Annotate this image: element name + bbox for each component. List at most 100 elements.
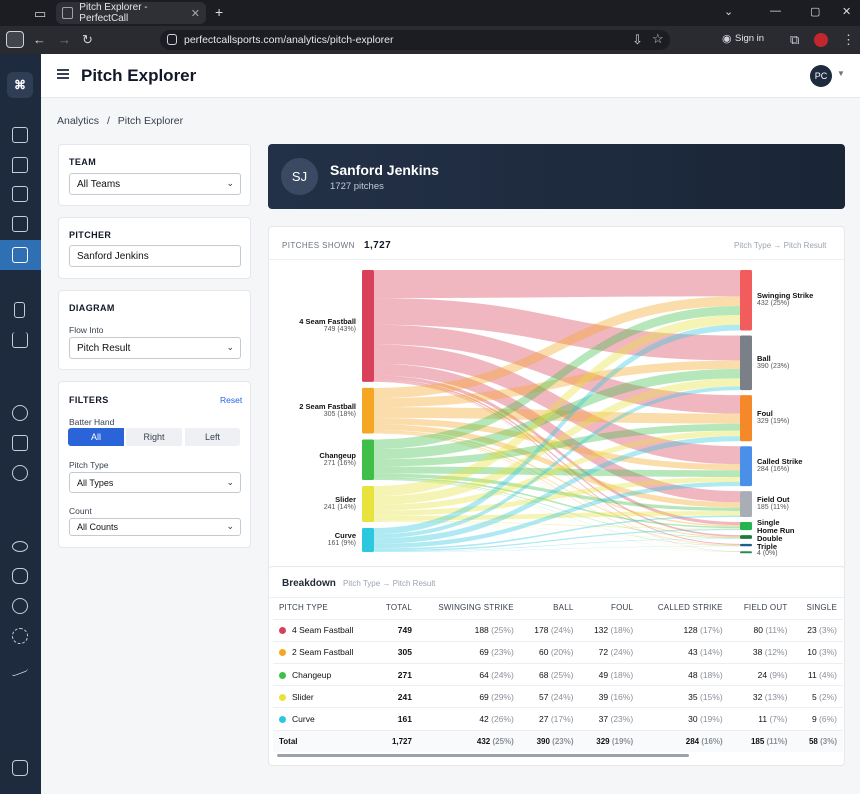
extensions-icon[interactable]: ⧉: [790, 32, 800, 47]
dashboard-icon[interactable]: [12, 127, 28, 143]
hand-all-button[interactable]: All: [68, 428, 124, 446]
sankey-link[interactable]: [374, 417, 740, 471]
sankey-link[interactable]: [374, 528, 740, 552]
sankey-link[interactable]: [374, 430, 740, 511]
column-header[interactable]: FIELD OUT: [743, 603, 788, 613]
forward-icon[interactable]: →: [58, 32, 71, 47]
sidebar-toggle-icon[interactable]: [6, 31, 24, 48]
url-bar[interactable]: perfectcallsports.com/analytics/pitch-ex…: [160, 30, 670, 50]
column-header[interactable]: CALLED STRIKE: [657, 603, 723, 613]
sankey-source-node[interactable]: [362, 527, 374, 552]
extension-badge-icon[interactable]: [814, 33, 828, 47]
sankey-source-node[interactable]: [362, 387, 374, 434]
brand-footer-icon[interactable]: [12, 760, 28, 776]
close-tab-icon[interactable]: ✕: [190, 7, 200, 20]
bookmark-star-icon[interactable]: ☆: [652, 31, 664, 46]
browser-tab[interactable]: Pitch Explorer - PerfectCall ✕: [56, 2, 206, 24]
sankey-link[interactable]: [374, 481, 740, 549]
sankey-link[interactable]: [374, 432, 740, 546]
column-header[interactable]: SINGLE: [806, 603, 837, 613]
sankey-link[interactable]: [374, 378, 740, 537]
column-header[interactable]: SWINGING STRIKE: [438, 603, 514, 613]
book-icon[interactable]: [12, 435, 28, 451]
sankey-link[interactable]: [374, 476, 740, 516]
site-info-icon[interactable]: [167, 34, 177, 45]
globe-icon[interactable]: [12, 598, 28, 614]
sankey-source-node[interactable]: [362, 439, 374, 480]
sankey-link[interactable]: [374, 521, 740, 547]
sankey-link[interactable]: [374, 473, 740, 511]
sankey-target-node[interactable]: [740, 535, 752, 539]
tab-list-icon[interactable]: ▭: [34, 6, 47, 21]
sankey-link[interactable]: [374, 479, 740, 552]
sankey-target-node[interactable]: [740, 446, 752, 487]
close-window-icon[interactable]: ✕: [842, 6, 852, 18]
sankey-link[interactable]: [374, 360, 740, 408]
sankey-link[interactable]: [374, 378, 740, 505]
maximize-icon[interactable]: ▢: [810, 6, 821, 18]
column-header[interactable]: TOTAL: [385, 603, 412, 613]
sankey-link[interactable]: [374, 546, 740, 552]
sankey-link[interactable]: [374, 296, 740, 399]
sankey-target-node[interactable]: [740, 270, 752, 331]
trending-icon[interactable]: [12, 655, 28, 677]
sankey-link[interactable]: [374, 515, 740, 550]
sankey-link[interactable]: [374, 381, 740, 552]
help-icon[interactable]: [12, 465, 28, 481]
sankey-link[interactable]: [374, 433, 740, 552]
hand-left-button[interactable]: Left: [185, 428, 240, 446]
sankey-link[interactable]: [374, 344, 740, 465]
sankey-link[interactable]: [374, 386, 740, 539]
chevron-down-icon[interactable]: ▼: [837, 69, 845, 78]
app-logo-icon[interactable]: ⌘: [7, 72, 33, 98]
column-header[interactable]: PITCH TYPE: [279, 603, 328, 613]
hand-right-button[interactable]: Right: [126, 428, 182, 446]
sankey-source-node[interactable]: [362, 270, 374, 382]
download-icon[interactable]: [12, 332, 28, 348]
sankey-link[interactable]: [374, 423, 740, 467]
sankey-link[interactable]: [374, 436, 740, 544]
sankey-link[interactable]: [374, 478, 740, 539]
sankey-link[interactable]: [374, 407, 740, 424]
add-circle-icon[interactable]: [12, 405, 28, 421]
sankey-link[interactable]: [374, 306, 740, 450]
sankey-link[interactable]: [374, 521, 740, 552]
sankey-target-node[interactable]: [740, 522, 752, 531]
column-header[interactable]: FOUL: [611, 603, 634, 613]
horizontal-scrollbar[interactable]: [277, 754, 689, 757]
new-tab-icon[interactable]: +: [215, 4, 224, 20]
reload-icon[interactable]: ↻: [82, 32, 93, 47]
back-icon[interactable]: ←: [33, 32, 46, 47]
mobile-icon[interactable]: [14, 302, 25, 318]
sankey-link[interactable]: [374, 298, 740, 361]
install-app-icon[interactable]: ⇩: [632, 32, 643, 47]
sankey-target-node[interactable]: [740, 491, 752, 518]
column-header[interactable]: BALL: [553, 603, 574, 613]
sankey-target-node[interactable]: [740, 395, 752, 442]
sankey-link[interactable]: [374, 538, 740, 552]
sankey-link[interactable]: [374, 368, 740, 460]
sankey-diagram[interactable]: [268, 260, 845, 560]
sign-in-button[interactable]: Sign in: [735, 33, 765, 44]
sankey-link[interactable]: [374, 477, 740, 529]
sankey-target-node[interactable]: [740, 543, 752, 547]
hamburger-menu-icon[interactable]: [57, 69, 69, 79]
team-select[interactable]: All Teams ⌄: [69, 173, 241, 195]
sankey-link[interactable]: [374, 324, 740, 414]
user-avatar[interactable]: PC: [810, 65, 832, 87]
pitcher-input[interactable]: Sanford Jenkins: [69, 245, 241, 267]
sankey-source-node[interactable]: [362, 485, 374, 522]
sankey-target-node[interactable]: [740, 551, 752, 554]
breadcrumb-analytics[interactable]: Analytics: [57, 115, 100, 127]
sankey-link[interactable]: [374, 430, 740, 527]
bug-icon[interactable]: [12, 568, 28, 584]
menu-kebab-icon[interactable]: ⋮: [842, 32, 855, 47]
analytics-icon[interactable]: [12, 247, 28, 263]
sankey-link[interactable]: [374, 314, 740, 497]
sankey-link[interactable]: [374, 363, 740, 503]
settings-gear-icon[interactable]: [12, 628, 28, 644]
profile-icon[interactable]: ◉: [722, 33, 732, 45]
pitch-type-select[interactable]: All Types ⌄: [69, 472, 241, 493]
sankey-link[interactable]: [374, 521, 740, 539]
flow-into-select[interactable]: Pitch Result ⌄: [69, 337, 241, 359]
